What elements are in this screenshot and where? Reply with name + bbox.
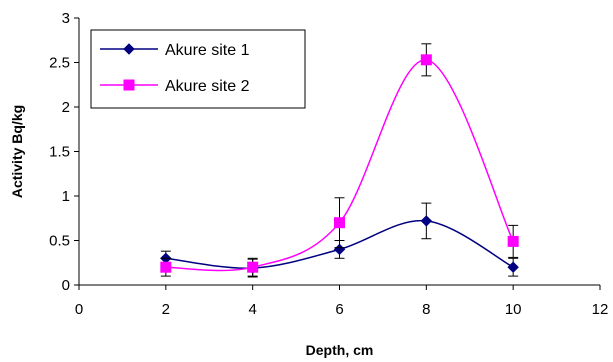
x-tick-label: 10 (505, 301, 522, 318)
data-point (420, 54, 432, 66)
y-tick-label: 1 (62, 188, 70, 205)
series-1 (160, 202, 519, 278)
legend-box (90, 29, 306, 109)
data-point (507, 261, 519, 273)
x-tick-label: 12 (592, 301, 609, 318)
x-tick-label: 8 (422, 301, 430, 318)
data-point (160, 261, 172, 273)
legend-entry-label: Akure site 1 (165, 42, 250, 59)
series-2 (160, 43, 519, 277)
data-point (334, 217, 345, 229)
x-ticks: 0 2 4 6 8 10 12 (75, 285, 609, 318)
y-axis-title: Activity Bq/kg (9, 105, 25, 198)
x-tick-label: 6 (335, 301, 343, 318)
series-layer (160, 43, 519, 278)
legend-swatch-marker (123, 43, 135, 55)
y-tick-label: 0 (62, 277, 70, 294)
x-tick-label: 2 (162, 301, 170, 318)
y-tick-label: 1.5 (49, 144, 70, 161)
data-point (247, 261, 259, 273)
y-tick-label: 2.5 (49, 55, 70, 72)
y-tick-label: 2 (62, 99, 70, 116)
legend-entry-label: Akure site 2 (165, 78, 250, 95)
y-tick-label: 0.5 (49, 233, 70, 250)
x-axis-title: Depth, cm (306, 342, 374, 358)
x-tick-label: 0 (75, 301, 83, 318)
legend-swatch-marker (123, 79, 135, 91)
x-tick-label: 4 (248, 301, 256, 318)
series-line (165, 59, 514, 272)
y-tick-label: 3 (62, 10, 70, 27)
y-ticks: 0 0.5 1 1.5 2 2.5 3 (49, 10, 79, 294)
legend: Akure site 1 Akure site 2 (90, 29, 306, 109)
data-point (420, 215, 433, 227)
data-point (507, 235, 519, 247)
